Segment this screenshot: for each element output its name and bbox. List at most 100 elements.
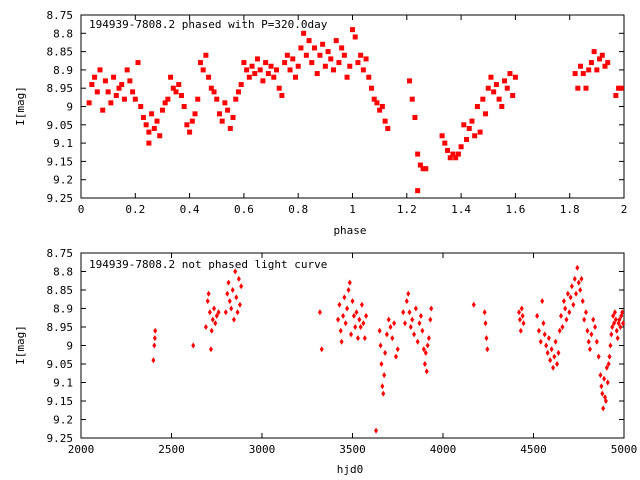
phased-data-point (371, 96, 377, 102)
unphased-data-point (227, 298, 232, 305)
unphased-data-point (339, 338, 344, 345)
unphased-data-point (585, 327, 590, 334)
phased-data-point (102, 78, 108, 84)
phased-data-point (268, 63, 274, 69)
unphased-data-point (358, 324, 363, 330)
phased-data-point (124, 67, 130, 73)
phased-data-point (355, 60, 361, 66)
phased-data-point (132, 96, 138, 102)
unphased-data-point (568, 294, 573, 301)
unphased-data-point (602, 375, 607, 382)
phased-data-point (597, 56, 603, 62)
unphased-x-tick-label: 3000 (249, 443, 276, 456)
phased-data-point (352, 34, 358, 40)
phased-data-point (474, 104, 480, 109)
unphased-data-point (239, 283, 244, 290)
unphased-data-point (615, 335, 620, 342)
unphased-data-point (417, 320, 422, 327)
phased-data-point (325, 49, 331, 55)
unphased-data-point (338, 327, 343, 334)
phased-data-point (311, 45, 317, 51)
phased-data-point (314, 71, 320, 77)
phased-data-point (341, 52, 347, 58)
phased-data-point (252, 71, 258, 77)
phased-data-point (309, 60, 315, 66)
unphased-x-ticks: 2000 2500 3000 3500 4000 4500 5000 (68, 253, 637, 456)
phased-data-point (257, 67, 263, 73)
unphased-data-point (548, 357, 553, 364)
unphased-data-point (364, 312, 369, 319)
phased-y-axis-label: I[mag] (14, 86, 27, 126)
phased-x-tick-label: 0.2 (125, 203, 145, 216)
phased-data-point (127, 78, 133, 84)
phased-data-point (510, 93, 516, 99)
phased-data-point (333, 38, 339, 44)
phased-data-point (455, 151, 461, 157)
unphased-data-point (517, 316, 522, 323)
unphased-data-point (386, 316, 391, 323)
phased-data-point (216, 111, 222, 117)
phased-data-point (108, 100, 114, 106)
unphased-data-point (471, 301, 476, 308)
phased-plot-area (80, 14, 625, 199)
phased-data-point (301, 30, 307, 36)
phased-data-point (485, 85, 491, 91)
phased-data-point (230, 114, 236, 120)
phased-data-point (477, 129, 483, 135)
unphased-data-point (230, 287, 235, 293)
phased-data-point (588, 60, 594, 66)
unphased-data-point (236, 275, 241, 282)
phased-y-ticks: 8.75 8.8 8.85 8.9 8.95 9 9.05 9.1 9.15 9.2 9.25 (47, 9, 624, 205)
unphased-data-point (546, 335, 551, 342)
unphased-data-point (407, 309, 412, 316)
unphased-data-point (536, 327, 541, 334)
unphased-data-point (231, 316, 236, 323)
phased-y-tick-label: 8.75 (47, 9, 74, 22)
unphased-data-point (518, 327, 523, 334)
unphased-data-point (600, 390, 605, 397)
phased-data-point (211, 89, 217, 95)
unphased-y-tick-label: 8.85 (47, 284, 74, 297)
phased-data-point (339, 45, 345, 51)
unphased-data-point (412, 331, 417, 338)
unphased-data-point (544, 342, 549, 349)
phased-data-point (195, 96, 201, 102)
unphased-y-tick-label: 9.25 (47, 432, 74, 445)
unphased-data-point (415, 338, 420, 345)
unphased-data-point (229, 305, 234, 312)
unphased-data-point (383, 349, 388, 356)
phased-data-point (377, 107, 383, 113)
unphased-x-tick-label: 4000 (430, 443, 457, 456)
phased-data-point (219, 118, 225, 124)
phased-chart-title: 194939-7808.2 phased with P=320.0day (89, 18, 328, 31)
phased-data-point (488, 74, 494, 80)
unphased-y-axis-label: I[mag] (14, 325, 27, 365)
phased-data-point (214, 96, 220, 102)
unphased-y-tick-label: 9 (66, 340, 73, 353)
unphased-data-point (578, 287, 583, 293)
unphased-data-point (613, 316, 618, 323)
unphased-data-point (551, 364, 556, 371)
unphased-y-tick-label: 8.75 (47, 247, 74, 260)
unphased-data-point (418, 312, 423, 319)
unphased-data-point (317, 309, 322, 316)
unphased-data-point (346, 287, 351, 293)
phased-data-point (168, 74, 174, 80)
unphased-data-point (392, 320, 397, 327)
phased-y-tick-label: 8.85 (47, 46, 74, 59)
phased-y-tick-label: 9.15 (47, 155, 74, 168)
phased-data-point (447, 155, 453, 161)
phased-data-point (143, 122, 149, 128)
phased-data-point (279, 93, 285, 99)
unphased-data-point (569, 283, 574, 290)
unphased-data-point (601, 405, 606, 412)
phased-data-point (472, 133, 478, 139)
unphased-x-axis-label: hjd0 (337, 463, 364, 476)
phased-data-point (116, 85, 122, 91)
unphased-data-point (342, 294, 347, 301)
unphased-y-tick-label: 8.9 (53, 303, 73, 316)
phased-data-point (491, 89, 497, 95)
unphased-x-tick-label: 4500 (520, 443, 547, 456)
phased-data-point (385, 125, 391, 131)
unphased-data-point (402, 320, 407, 327)
